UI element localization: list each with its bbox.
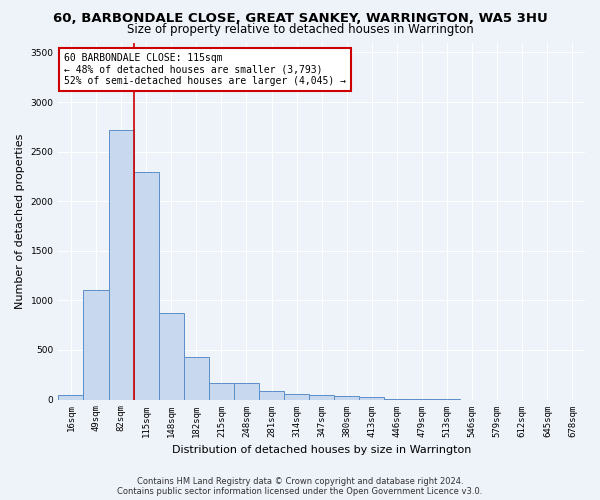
Text: 60 BARBONDALE CLOSE: 115sqm
← 48% of detached houses are smaller (3,793)
52% of : 60 BARBONDALE CLOSE: 115sqm ← 48% of det…: [64, 53, 346, 86]
Bar: [359, 397, 385, 400]
Bar: [284, 394, 309, 400]
Bar: [334, 396, 359, 400]
Bar: [309, 394, 334, 400]
Bar: [234, 383, 259, 400]
Text: Size of property relative to detached houses in Warrington: Size of property relative to detached ho…: [127, 22, 473, 36]
Bar: [58, 394, 83, 400]
Bar: [184, 358, 209, 400]
Bar: [209, 382, 234, 400]
Bar: [83, 290, 109, 400]
Text: Contains HM Land Registry data © Crown copyright and database right 2024.
Contai: Contains HM Land Registry data © Crown c…: [118, 476, 482, 496]
Bar: [109, 130, 134, 400]
Bar: [259, 390, 284, 400]
Y-axis label: Number of detached properties: Number of detached properties: [15, 134, 25, 308]
Bar: [134, 172, 159, 400]
X-axis label: Distribution of detached houses by size in Warrington: Distribution of detached houses by size …: [172, 445, 472, 455]
Bar: [385, 398, 409, 400]
Bar: [159, 314, 184, 400]
Text: 60, BARBONDALE CLOSE, GREAT SANKEY, WARRINGTON, WA5 3HU: 60, BARBONDALE CLOSE, GREAT SANKEY, WARR…: [53, 12, 547, 26]
